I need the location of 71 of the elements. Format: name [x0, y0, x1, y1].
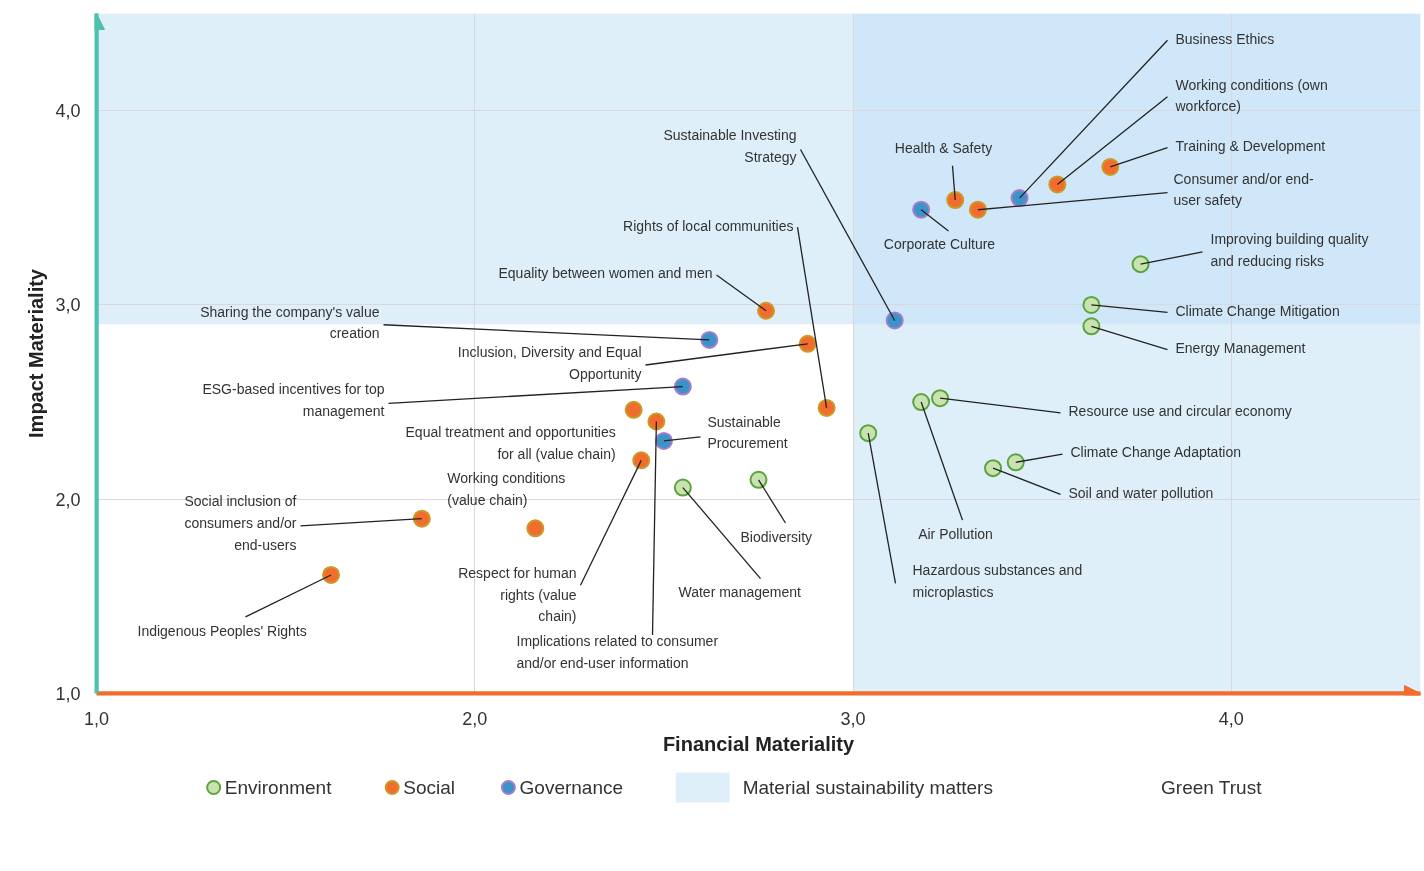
- point: [757, 301, 776, 320]
- x-tick-label: 1,0: [83, 708, 110, 729]
- x-tick-label: 2,0: [462, 708, 488, 729]
- point: [859, 424, 878, 443]
- annotation: Health & Safety: [894, 139, 993, 156]
- point: [912, 200, 931, 219]
- legend-label: Environment: [224, 777, 333, 798]
- point: [749, 470, 768, 489]
- annotation: ESG-based incentives for top management: [202, 381, 385, 419]
- annotation: Working conditions (own workforce): [1174, 76, 1328, 115]
- point: [912, 393, 931, 412]
- annotation: Respect for human rights (value chain): [458, 565, 577, 625]
- point: [647, 412, 666, 431]
- point: [632, 451, 651, 470]
- x-tick-label: 4,0: [1218, 708, 1244, 729]
- x-axis-title: Financial Materiality: [662, 732, 855, 755]
- point: [673, 377, 692, 396]
- point: [1101, 158, 1120, 176]
- text: Green Trust: [1161, 777, 1263, 798]
- annotation: Improving building quality and reducing risks: [1210, 230, 1369, 269]
- legend-label: Material sustainability matters: [742, 777, 993, 798]
- point: [700, 330, 719, 349]
- point: [1082, 295, 1101, 314]
- point: [946, 191, 965, 209]
- y-axis-title: Impact Materiality: [25, 268, 48, 438]
- legend-label: Governance: [519, 777, 624, 798]
- point: [322, 566, 341, 584]
- point: [526, 519, 545, 538]
- annotation: Water management: [678, 584, 802, 601]
- point: [1131, 255, 1150, 274]
- annotation: Corporate Culture: [883, 235, 996, 252]
- point: [673, 478, 692, 497]
- point: [412, 509, 431, 528]
- point: [968, 200, 987, 219]
- annotation: Business Ethics: [1175, 30, 1275, 47]
- annotation: Indigenous Peoples' Rights: [137, 622, 307, 639]
- annotation: Hazardous substances and microplastics: [912, 562, 1083, 600]
- annotation: Social inclusion of consumers and/or end-users: [184, 493, 297, 553]
- annotation: Sustainable Investing Strategy: [663, 127, 797, 166]
- y-tick-label: 2,0: [55, 489, 81, 510]
- y-tick-label: 3,0: [55, 295, 81, 316]
- x-tick-label: 3,0: [840, 708, 866, 729]
- point: [817, 398, 836, 417]
- y-tick-label: 4,0: [55, 101, 81, 122]
- point: [1006, 453, 1025, 472]
- annotation: Implications related to consumer and/or end-user information: [516, 633, 719, 671]
- annotation: Energy Management: [1175, 340, 1306, 357]
- annotation: Sustainable Procurement: [707, 413, 788, 452]
- annotation: Working conditions (value chain): [447, 469, 566, 508]
- annotation: Climate Change Adaptation: [1070, 444, 1241, 461]
- annotation: Rights of local communities: [623, 217, 794, 234]
- point: [931, 389, 950, 408]
- point: [624, 400, 643, 419]
- annotation: Resource use and circular economy: [1068, 403, 1292, 420]
- annotation: Equality between women and men: [498, 265, 713, 282]
- point: [1082, 317, 1101, 336]
- point: [885, 311, 904, 330]
- y-tick-label: 1,0: [55, 684, 81, 704]
- annotation: Biodiversity: [740, 528, 813, 545]
- annotation: Sharing the company's value creation: [200, 303, 380, 342]
- annotation: Equal treatment and opportunities for all (value chain): [405, 424, 616, 462]
- annotation: Inclusion, Diversity and Equal Opportunity: [457, 343, 642, 382]
- point: [798, 334, 817, 353]
- point: [1048, 175, 1067, 194]
- annotation: Air Pollution: [918, 525, 993, 542]
- annotation: Training & Development: [1175, 138, 1326, 155]
- legend-label: Social: [403, 777, 456, 798]
- annotation: Climate Change Mitigation: [1175, 302, 1340, 319]
- annotation: Soil and water pollution: [1068, 484, 1214, 501]
- point: [984, 459, 1003, 478]
- annotation: Consumer and/or end-user safety: [1173, 170, 1314, 209]
